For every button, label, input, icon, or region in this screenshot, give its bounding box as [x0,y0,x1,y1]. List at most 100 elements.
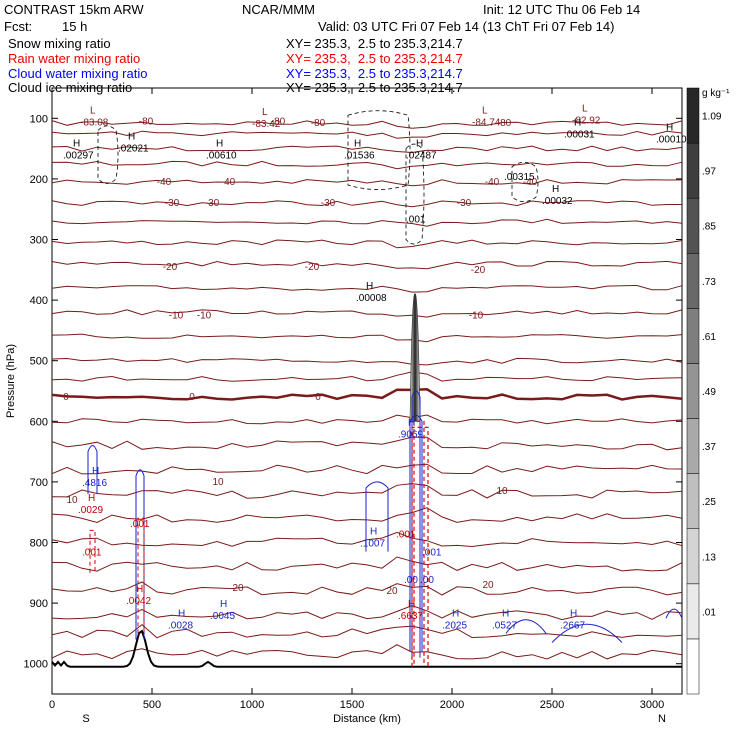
extremum-marker: L [90,105,96,116]
temperature-contour [51,333,683,343]
y-tick-label: 700 [30,477,48,489]
colorbar-segment [686,418,700,474]
org-label: NCAR/MMM [242,2,315,17]
cloud-water-contour [411,390,421,658]
extremum-value: .0042 [126,596,151,607]
extremum-value: -83.08 [80,117,109,128]
colorbar-label: .01 [702,607,716,618]
field-snow-name: Snow mixing ratio [8,36,111,51]
temperature-contour [51,436,683,451]
temperature-label: 10 [66,495,78,506]
extremum-marker: L [582,104,588,115]
extremum-marker: H [502,608,509,619]
temperature-contour [51,357,683,366]
extremum-value: -84.74 [472,117,501,128]
extremum-value: .001 [82,548,102,559]
temperature-contour [51,605,683,621]
colorbar-label: .85 [702,222,716,233]
init-time: Init: 12 UTC Thu 06 Feb 14 [483,2,641,17]
temperature-label: -10 [169,310,184,321]
cloud-water-contour [135,469,145,640]
colorbar-label: 1.09 [702,112,722,123]
extremum-marker: H [452,608,459,619]
extremum-value: .001 [130,519,150,530]
y-tick-label: 200 [30,174,48,186]
temperature-contour [51,623,683,639]
extremum-value: .00031 [564,129,595,140]
temperature-contour [51,388,683,401]
cloud-water-contour [365,481,389,552]
x-endpoint-left: S [82,713,89,725]
temperature-label: 20 [482,580,494,591]
temperature-contour [51,200,682,208]
temperature-label: -30 [457,198,472,209]
y-axis-title: Pressure (hPa) [5,344,17,418]
terrain-line [51,629,682,668]
extremum-value: .001 [406,214,426,225]
extremum-value: .4816 [82,478,107,489]
temperature-label: -20 [471,265,486,276]
plot-area [51,87,683,695]
y-tick-label: 400 [30,295,48,307]
cloud-water-contour [665,608,683,619]
temperature-contour [51,644,683,660]
field-cloud-water-name: Cloud water mixing ratio [8,66,148,81]
extremum-value: .00 [420,575,434,586]
extremum-marker: H [136,584,143,595]
y-tick-label: 300 [30,235,48,247]
colorbar-label: .37 [702,442,716,453]
extremum-marker: H [92,466,99,477]
temperature-label: -10 [197,310,212,321]
x-tick-label: 2000 [440,699,464,711]
temperature-label: -20 [163,262,178,273]
ice-contour [405,143,425,245]
temperature-contour [51,309,683,318]
extremum-value: .00 [404,575,418,586]
colorbar-segment [686,253,700,309]
extremum-value: .00010 [656,134,687,145]
temperature-contour [51,284,683,293]
temperature-contour [51,371,683,382]
temperature-label: 10 [496,486,508,497]
temperature-label: -30 [321,198,336,209]
extremum-marker: H [366,281,373,292]
temperature-contour [51,581,683,596]
colorbar-segment [686,473,700,529]
colorbar-segment [686,363,700,419]
temperature-contour [51,179,683,187]
colorbar-segment [686,528,700,585]
extremum-value: .001 [396,529,416,540]
extremum-marker: H [416,139,423,150]
colorbar-segment [686,142,700,199]
x-axis-title: Distance (km) [333,713,401,725]
temperature-label: 20 [386,586,398,597]
extremum-marker: H [73,139,80,150]
temperature-label: 20 [232,583,244,594]
extremum-value: .0527 [492,620,517,631]
rain-contour [411,426,429,667]
x-tick-label: 3000 [640,699,664,711]
extremum-value: .00297 [63,151,94,162]
temperature-label: -30 [165,198,180,209]
extremum-marker: H [408,599,415,610]
extremum-value: .6637 [398,611,423,622]
temperature-contour [51,414,683,425]
temperature-contour [51,556,683,572]
extremum-marker: H [570,608,577,619]
cloud-water-contour [409,414,423,652]
temperature-label: 0 [63,392,69,403]
colorbar-label: .25 [702,497,716,508]
temperature-contour [51,463,683,475]
x-tick-label: 500 [143,699,161,711]
temperature-label: 0 [189,392,195,403]
temperature-label: 10 [212,477,224,488]
y-tick-label: 500 [30,356,48,368]
field-snow-xy: XY= 235.3, 2.5 to 235.3,214.7 [286,36,463,51]
temperature-label: -80 [311,118,326,129]
cloud-water-contour [87,445,98,495]
temperature-contour [51,160,683,170]
extremum-marker: H [408,417,415,428]
extremum-value: .02021 [118,143,149,154]
extremum-value: .2025 [442,620,467,631]
